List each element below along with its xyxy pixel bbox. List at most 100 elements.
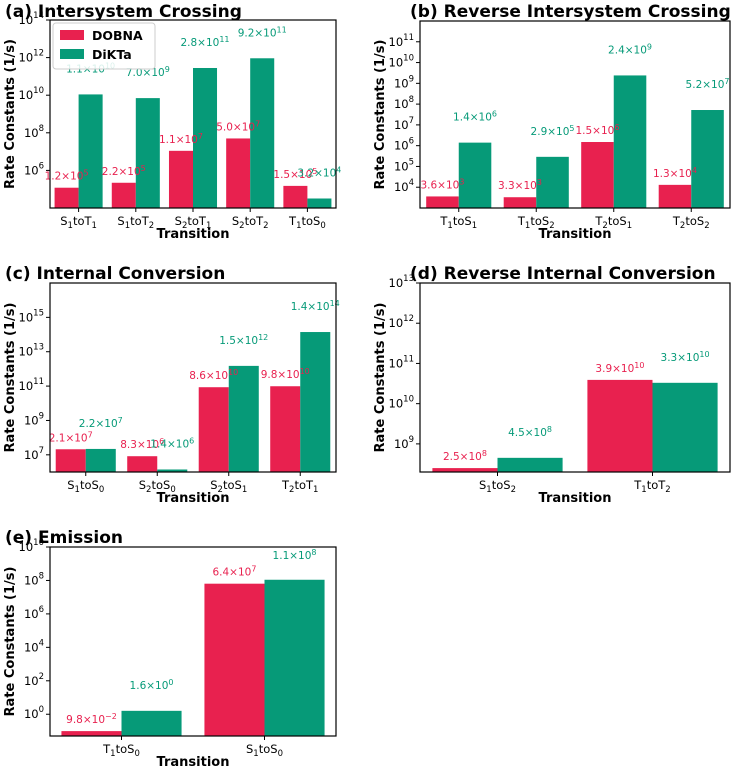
text-part: 7 [724, 77, 729, 86]
text-part: 1.3×10 [653, 168, 692, 180]
text-part: 10 [389, 356, 404, 370]
data-label-dobna-1: 3.3×103 [498, 178, 542, 192]
chart-panel-e: (e) Emission9.8×10−26.4×1071.6×1001.1×10… [3, 528, 337, 769]
legend-swatch-dikta [60, 49, 84, 59]
text-part: 10 [24, 448, 39, 462]
text-part: 5 [312, 167, 317, 176]
chart-panel-d: (d) Reverse Internal Conversion2.5×1083.… [373, 264, 731, 506]
text-part: 0 [99, 485, 104, 495]
x-axis-label: Transition [539, 227, 612, 242]
text-part: toT [294, 478, 314, 492]
data-label-dikta-2: 1.5×1012 [219, 333, 268, 347]
text-part: 1.5×10 [575, 125, 614, 137]
text-part: 11 [33, 377, 44, 387]
axes-frame [49, 546, 337, 737]
text-part: 14 [330, 299, 340, 308]
bar-dobna-2 [581, 142, 614, 208]
text-part: 6.4×10 [212, 567, 251, 579]
data-label-dobna-0: 1.2×105 [45, 169, 89, 183]
data-label-dikta-2: 2.4×109 [608, 42, 652, 56]
text-part: 1 [486, 485, 491, 495]
text-part: 10 [24, 126, 39, 140]
text-part: S [232, 214, 239, 228]
text-part: 2 [511, 485, 516, 495]
text-part: S [67, 478, 74, 492]
chart-title: (a) Intersystem Crossing [5, 2, 242, 22]
bar-dikta-1 [135, 98, 160, 208]
text-part: 13 [33, 343, 44, 353]
text-part: 2 [149, 221, 154, 231]
data-label-dikta-3: 5.2×107 [686, 77, 730, 91]
text-part: 10 [24, 707, 39, 721]
y-tick-label: 1010 [19, 538, 44, 554]
y-tick-label: 109 [394, 74, 414, 90]
text-part: 9.8×10 [66, 714, 105, 726]
x-tick-label: S1toS0 [67, 478, 104, 495]
text-part: 10 [24, 163, 39, 177]
text-part: 3 [459, 177, 464, 186]
text-part: 9 [647, 42, 652, 51]
text-part: 1.1×10 [273, 550, 312, 562]
bar-dobna-1 [503, 197, 537, 208]
bar-dikta-2 [613, 75, 647, 209]
x-tick-label: T2toS1 [594, 214, 632, 231]
text-part: 10 [24, 607, 39, 621]
text-part: 9 [409, 435, 414, 445]
text-part: 11 [277, 25, 287, 34]
bar-dikta-0 [121, 710, 182, 736]
text-part: 11 [219, 35, 229, 44]
text-part: 10 [19, 379, 34, 393]
data-label-dikta-1: 2.9×105 [531, 124, 575, 138]
y-tick-label: 107 [394, 116, 414, 132]
bar-dikta-2 [193, 67, 218, 208]
text-part: 2 [182, 221, 187, 231]
text-part: 13 [403, 274, 414, 284]
data-label-dobna-1: 2.2×105 [102, 164, 146, 178]
data-label-dikta-1: 1.1×108 [273, 548, 317, 562]
text-part: 4 [692, 166, 697, 175]
text-part: 8 [482, 449, 487, 458]
text-part: 15 [33, 308, 44, 318]
text-part: 10 [394, 97, 409, 111]
text-part: toT [245, 214, 265, 228]
x-tick-label: S1toT1 [60, 214, 97, 231]
text-part: 10 [389, 397, 404, 411]
x-tick-label: S2toS0 [139, 478, 176, 495]
text-part: toT [647, 478, 667, 492]
x-tick-label: T1toS0 [102, 742, 140, 759]
text-part: toS [608, 214, 627, 228]
text-part: 10 [394, 139, 409, 153]
bar-dikta-1 [264, 579, 325, 736]
chart-panel-c: (c) Internal Conversion2.1×1078.3×1068.6… [3, 264, 340, 506]
text-part: 7 [198, 132, 203, 141]
text-part: 10 [389, 276, 404, 290]
text-part: 2 [549, 221, 554, 231]
text-part: 2.5×10 [443, 451, 482, 463]
data-label-dobna-3: 1.3×104 [653, 166, 697, 180]
text-part: 4.5×10 [508, 427, 547, 439]
text-part: 2 [263, 221, 268, 231]
text-part: 10 [24, 640, 39, 654]
text-part: S [479, 478, 486, 492]
text-part: 5 [409, 157, 414, 167]
text-part: 10 [394, 159, 409, 173]
text-part: S [117, 214, 124, 228]
data-label-dikta-0: 1.6×100 [130, 678, 174, 692]
text-part: S [210, 478, 217, 492]
y-tick-label: 106 [394, 137, 414, 153]
chart-title: (e) Emission [5, 528, 123, 548]
text-part: 7 [88, 430, 93, 439]
data-label-dobna-2: 8.6×1010 [189, 368, 238, 382]
text-part: 3 [537, 178, 542, 187]
x-tick-label: S1toS2 [479, 478, 516, 495]
text-part: 1.2×10 [45, 171, 84, 183]
bar-dikta-0 [458, 142, 492, 208]
chart-title: (b) Reverse Intersystem Crossing [410, 2, 731, 22]
text-part: 9.8×10 [261, 369, 300, 381]
bar-dobna-1 [111, 182, 136, 208]
text-part: 1 [206, 221, 211, 231]
x-tick-label: S2toT1 [175, 214, 212, 231]
y-tick-label: 106 [24, 161, 44, 177]
text-part: 1.1×10 [159, 134, 198, 146]
